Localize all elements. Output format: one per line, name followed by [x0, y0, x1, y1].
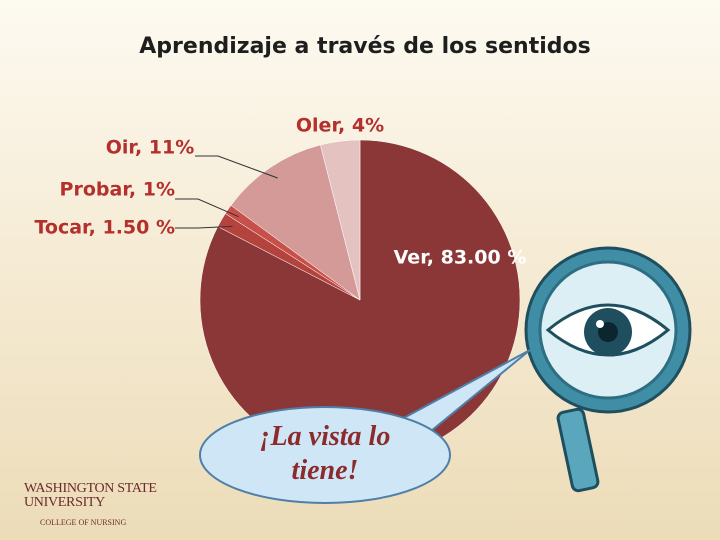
- callout-text: ¡La vista lo tiene!: [259, 421, 391, 486]
- data-label: Tocar, 1.50 %: [34, 217, 175, 239]
- logo: Washington State University College of N…: [24, 481, 164, 528]
- speech-bubble: [199, 349, 531, 504]
- leader-line: [175, 225, 233, 229]
- pie-slice: [320, 139, 361, 301]
- data-label: Probar, 1%: [60, 179, 175, 201]
- pie: [199, 139, 521, 461]
- labels: Ver, 83.00 % Tocar, 1.50 % Probar, 1% Oir, …: [34, 115, 526, 269]
- leader-line: [175, 198, 239, 218]
- chart-title: Aprendizaje a través de los sentidos: [139, 34, 590, 59]
- data-label: Oler, 4%: [296, 115, 384, 137]
- pie-slice: [230, 144, 361, 301]
- data-label: Oir, 11%: [106, 137, 195, 159]
- logo-unit: College of Nursing: [40, 518, 127, 527]
- logo-name: Washington State University: [24, 481, 157, 510]
- magnifier: [524, 246, 692, 493]
- leader-line: [195, 155, 278, 179]
- data-label: Ver, 83.00 %: [394, 247, 527, 269]
